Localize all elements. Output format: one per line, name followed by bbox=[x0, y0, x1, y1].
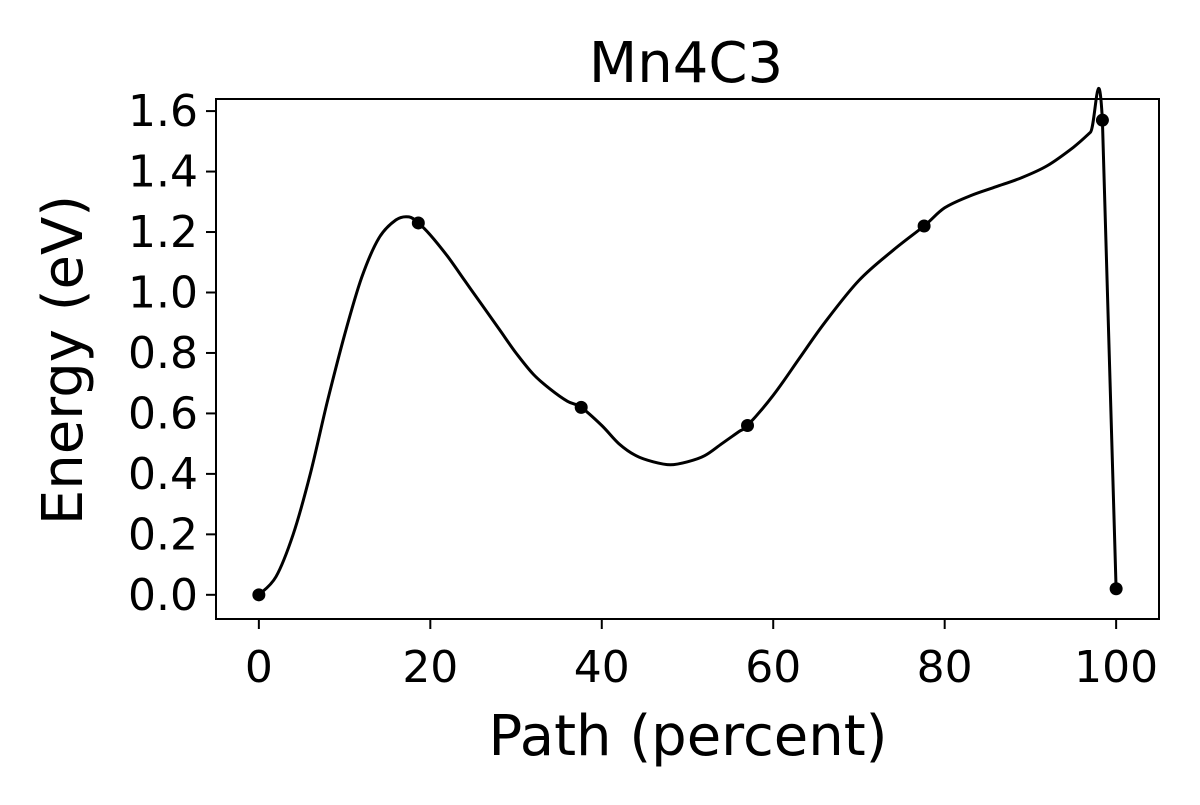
energy-curve bbox=[257, 86, 1118, 596]
y-tick-label: 1.6 bbox=[128, 86, 198, 137]
y-tick-label: 0.2 bbox=[128, 509, 198, 560]
y-tick-label: 0.6 bbox=[128, 388, 198, 439]
plot-area: 0 20 40 60 80 100 0.0 0.2 0.4 0.6 0.8 1.0 1.2 1.4 1.6 bbox=[128, 86, 1160, 693]
x-tick-label: 20 bbox=[402, 642, 458, 693]
y-tick-label: 0.4 bbox=[128, 449, 198, 500]
y-tick-label: 1.4 bbox=[128, 147, 198, 198]
x-tick-label: 60 bbox=[745, 642, 801, 693]
data-point bbox=[411, 216, 425, 230]
x-tick-label: 40 bbox=[574, 642, 630, 693]
data-point bbox=[1109, 582, 1123, 596]
data-point bbox=[252, 588, 266, 602]
y-tick-label: 1.0 bbox=[128, 267, 198, 318]
y-tick-label: 1.2 bbox=[128, 207, 198, 258]
data-point bbox=[574, 400, 588, 414]
x-tick-label: 100 bbox=[1074, 642, 1158, 693]
plot-frame bbox=[215, 98, 1160, 620]
data-point bbox=[917, 219, 931, 233]
chart-title: Mn4C3 bbox=[589, 31, 783, 96]
data-point bbox=[741, 419, 755, 433]
x-axis-label: Path (percent) bbox=[489, 704, 888, 769]
y-tick-label: 0.8 bbox=[128, 328, 198, 379]
x-tick-label: 80 bbox=[917, 642, 973, 693]
data-point bbox=[1095, 113, 1109, 127]
y-axis-label: Energy (eV) bbox=[31, 195, 96, 525]
x-tick-label: 0 bbox=[245, 642, 273, 693]
y-tick-label: 0.0 bbox=[128, 570, 198, 621]
